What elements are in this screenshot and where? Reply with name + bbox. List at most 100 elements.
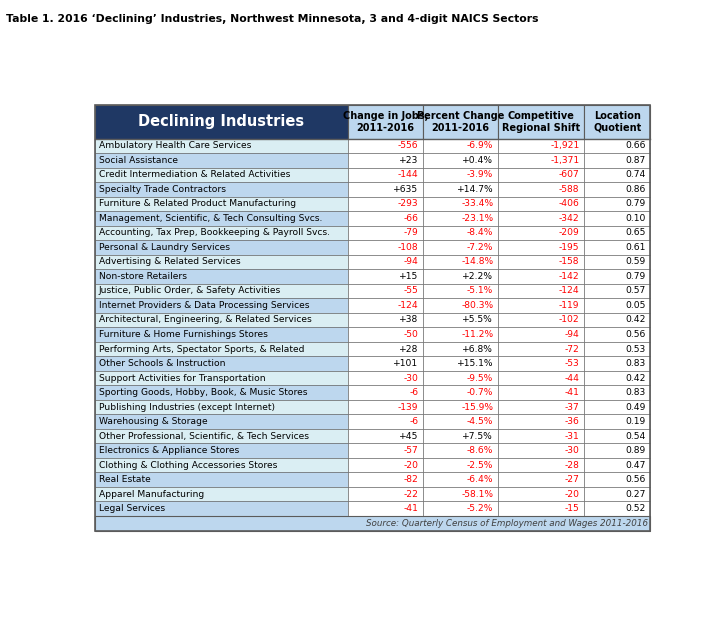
Text: -5.2%: -5.2% <box>467 504 493 513</box>
Bar <box>584 105 650 139</box>
Text: +7.5%: +7.5% <box>463 431 493 441</box>
Bar <box>584 429 650 444</box>
Text: 0.19: 0.19 <box>626 417 646 426</box>
Text: Personal & Laundry Services: Personal & Laundry Services <box>99 243 230 252</box>
Bar <box>584 342 650 356</box>
Bar <box>584 502 650 516</box>
Bar <box>497 313 584 327</box>
Bar <box>423 400 497 414</box>
Text: -293: -293 <box>397 199 418 209</box>
Bar <box>497 284 584 298</box>
Text: -15: -15 <box>565 504 579 513</box>
Text: Furniture & Related Product Manufacturing: Furniture & Related Product Manufacturin… <box>99 199 296 209</box>
Text: -28: -28 <box>565 460 579 470</box>
Bar <box>584 211 650 226</box>
Bar <box>95 502 348 516</box>
Text: -20: -20 <box>403 460 418 470</box>
Text: -119: -119 <box>559 301 579 310</box>
Bar <box>584 473 650 487</box>
Bar <box>348 342 423 356</box>
Bar <box>95 105 348 139</box>
Bar <box>348 105 423 139</box>
Text: -94: -94 <box>403 257 418 267</box>
Text: 0.54: 0.54 <box>626 431 646 441</box>
Text: -30: -30 <box>565 446 579 455</box>
Bar <box>95 105 650 531</box>
Bar <box>348 385 423 400</box>
Bar <box>497 226 584 240</box>
Text: -9.5%: -9.5% <box>467 373 493 383</box>
Bar <box>497 502 584 516</box>
Text: +28: +28 <box>399 344 418 354</box>
Text: Location
Quotient: Location Quotient <box>593 111 641 133</box>
Bar <box>348 429 423 444</box>
Bar <box>584 458 650 473</box>
Text: -108: -108 <box>397 243 418 252</box>
Text: Real Estate: Real Estate <box>99 475 151 484</box>
Text: -94: -94 <box>565 330 579 339</box>
Bar <box>497 153 584 168</box>
Text: +6.8%: +6.8% <box>463 344 493 354</box>
Text: 0.83: 0.83 <box>626 359 646 368</box>
Bar <box>95 211 348 226</box>
Bar <box>348 284 423 298</box>
Text: -23.1%: -23.1% <box>461 214 493 223</box>
Text: Architectural, Engineering, & Related Services: Architectural, Engineering, & Related Se… <box>99 315 311 325</box>
Text: -139: -139 <box>397 402 418 412</box>
Bar <box>584 356 650 371</box>
Text: Accounting, Tax Prep, Bookkeeping & Payroll Svcs.: Accounting, Tax Prep, Bookkeeping & Payr… <box>99 228 330 238</box>
Bar <box>423 327 497 342</box>
Text: Sporting Goods, Hobby, Book, & Music Stores: Sporting Goods, Hobby, Book, & Music Sto… <box>99 388 308 397</box>
Text: +5.5%: +5.5% <box>463 315 493 325</box>
Text: Competitive
Regional Shift: Competitive Regional Shift <box>502 111 580 133</box>
Bar <box>348 414 423 429</box>
Bar <box>584 371 650 385</box>
Text: 0.27: 0.27 <box>626 490 646 499</box>
Text: -8.4%: -8.4% <box>467 228 493 238</box>
Text: Percent Change
2011-2016: Percent Change 2011-2016 <box>416 111 504 133</box>
Text: -80.3%: -80.3% <box>461 301 493 310</box>
Text: Warehousing & Storage: Warehousing & Storage <box>99 417 208 426</box>
Bar <box>497 487 584 502</box>
Text: -14.8%: -14.8% <box>461 257 493 267</box>
Text: -41: -41 <box>403 504 418 513</box>
Bar <box>497 356 584 371</box>
Text: +2.2%: +2.2% <box>462 272 493 281</box>
Text: 0.66: 0.66 <box>626 141 646 151</box>
Text: 0.89: 0.89 <box>626 446 646 455</box>
Bar <box>95 414 348 429</box>
Text: +38: +38 <box>399 315 418 325</box>
Bar <box>584 182 650 197</box>
Bar <box>348 298 423 313</box>
Text: Change in Jobs,
2011-2016: Change in Jobs, 2011-2016 <box>342 111 428 133</box>
Bar <box>348 240 423 255</box>
Bar <box>497 444 584 458</box>
Bar <box>497 139 584 153</box>
Text: -406: -406 <box>558 199 579 209</box>
Text: Specialty Trade Contractors: Specialty Trade Contractors <box>99 185 226 194</box>
Bar <box>584 444 650 458</box>
Text: Other Professional, Scientific, & Tech Services: Other Professional, Scientific, & Tech S… <box>99 431 309 441</box>
Text: 0.79: 0.79 <box>626 272 646 281</box>
Text: 0.05: 0.05 <box>626 301 646 310</box>
Bar <box>423 153 497 168</box>
Text: Legal Services: Legal Services <box>99 504 165 513</box>
Bar <box>423 255 497 269</box>
Text: 0.87: 0.87 <box>626 156 646 165</box>
Text: Justice, Public Order, & Safety Activities: Justice, Public Order, & Safety Activiti… <box>99 286 281 296</box>
Bar <box>423 284 497 298</box>
Bar <box>95 473 348 487</box>
Text: +101: +101 <box>393 359 418 368</box>
Bar <box>348 473 423 487</box>
Bar <box>497 371 584 385</box>
Bar <box>423 414 497 429</box>
Bar <box>497 168 584 182</box>
Bar <box>584 284 650 298</box>
Text: 0.86: 0.86 <box>626 185 646 194</box>
Bar <box>348 211 423 226</box>
Bar <box>584 197 650 211</box>
Text: -22: -22 <box>403 490 418 499</box>
Text: 0.56: 0.56 <box>626 330 646 339</box>
Text: Furniture & Home Furnishings Stores: Furniture & Home Furnishings Stores <box>99 330 268 339</box>
Text: Clothing & Clothing Accessories Stores: Clothing & Clothing Accessories Stores <box>99 460 277 470</box>
